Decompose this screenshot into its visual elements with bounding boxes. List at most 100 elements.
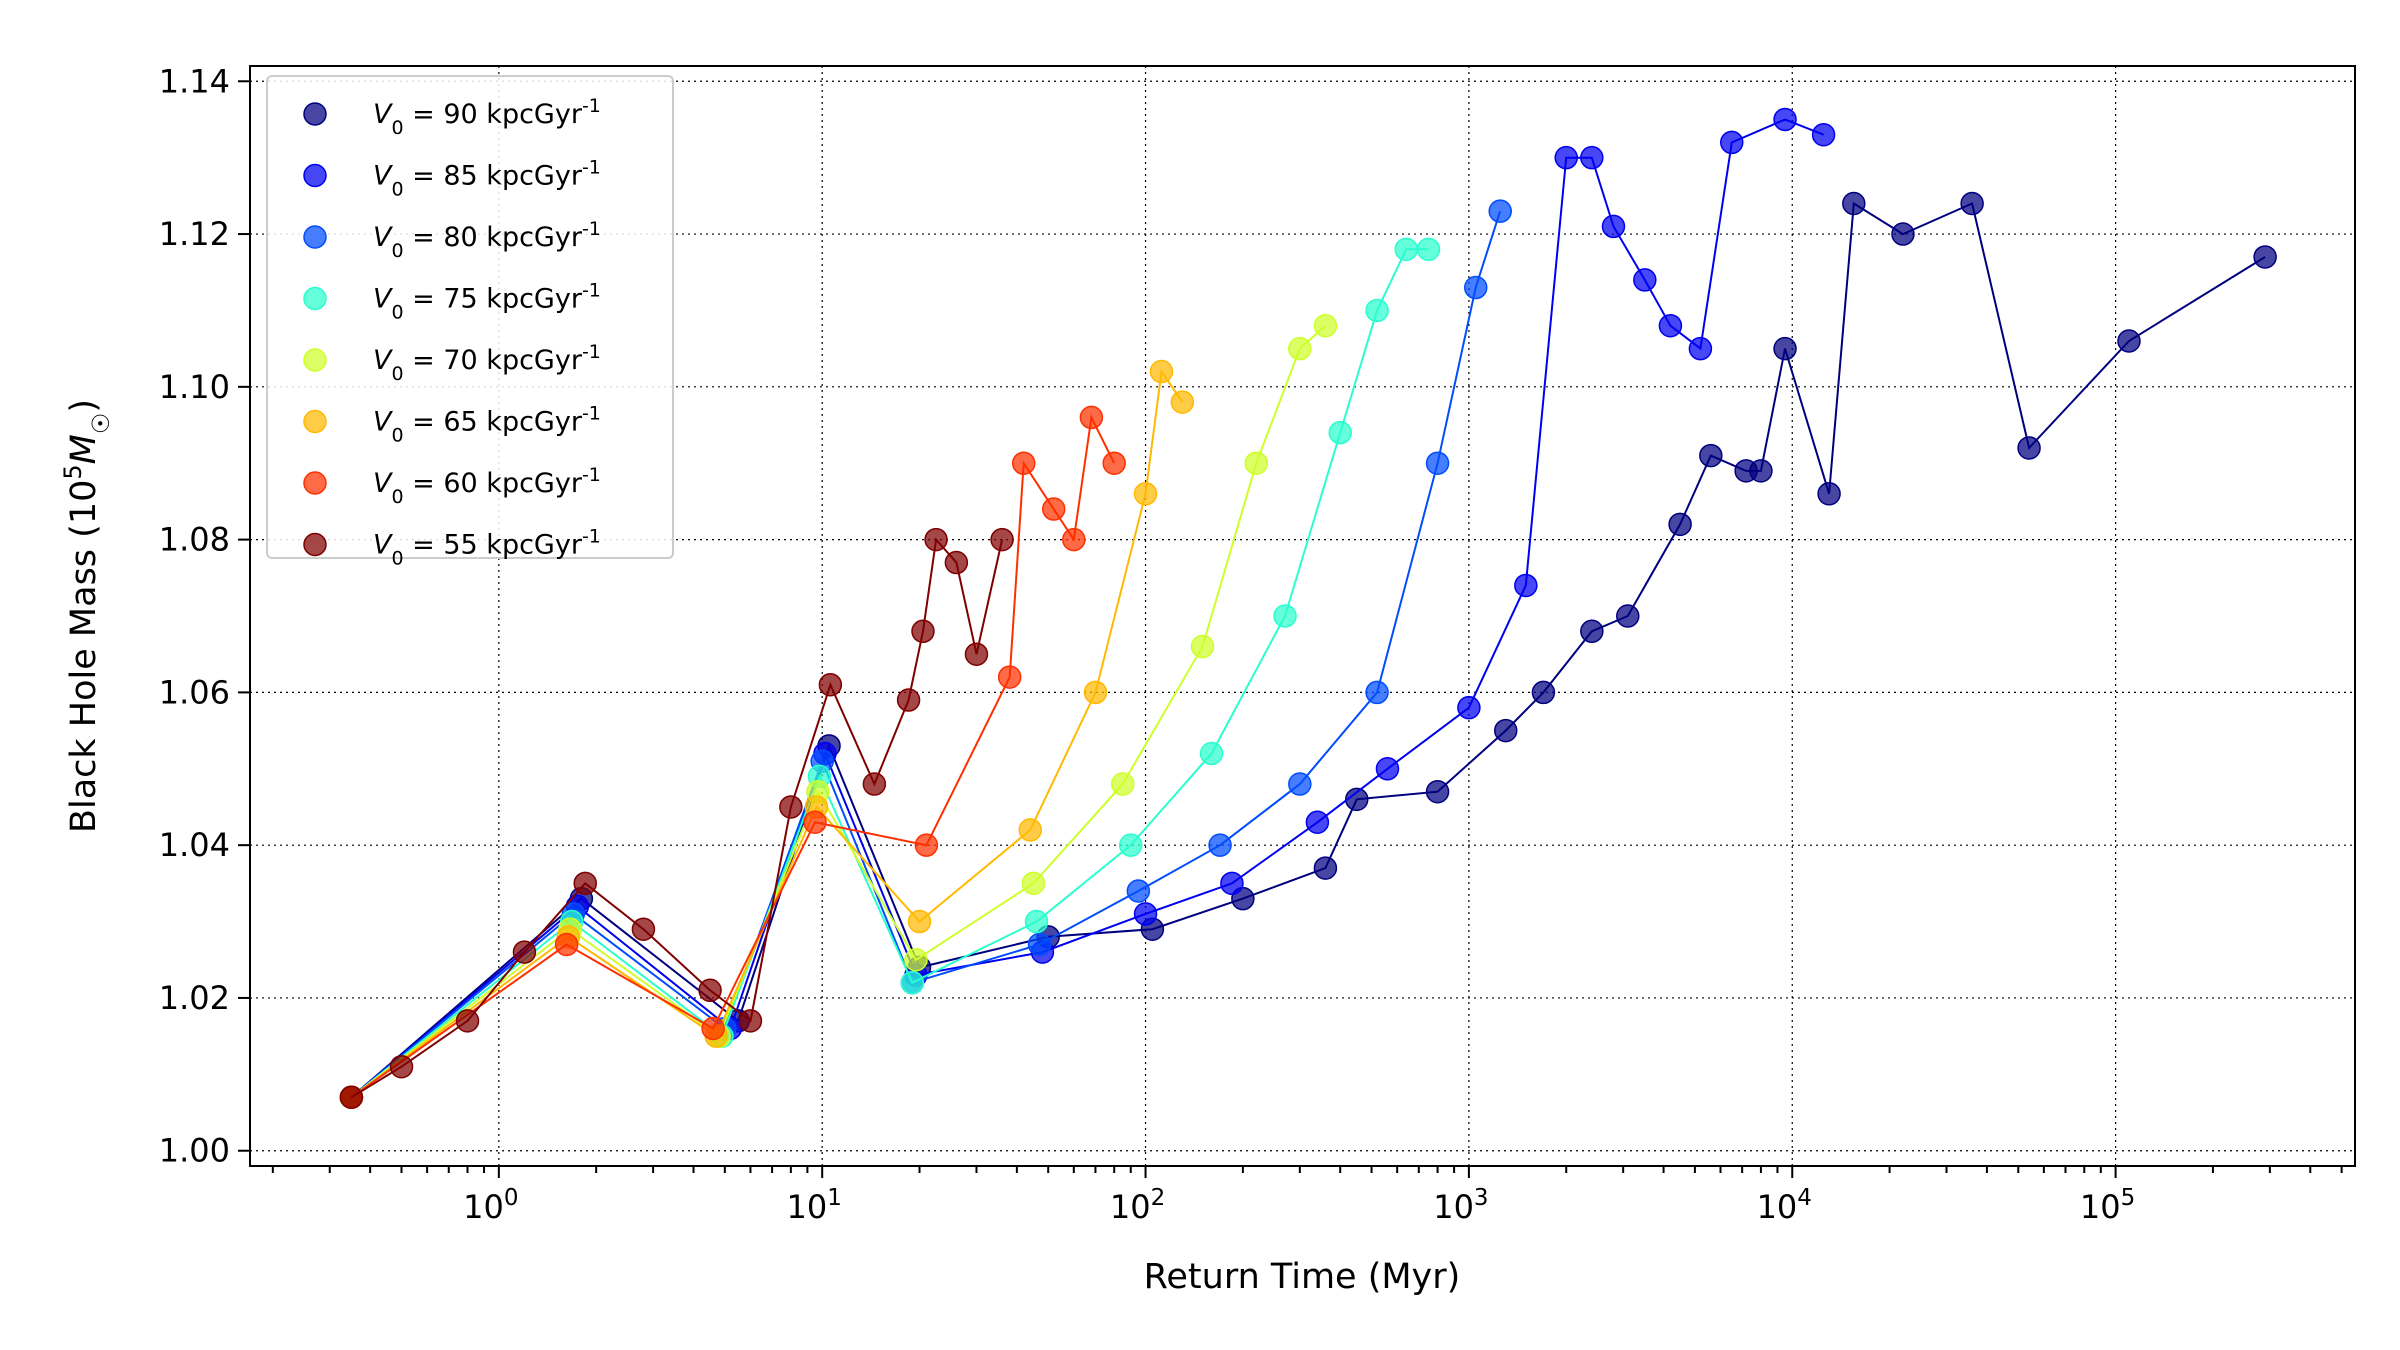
data-point (512, 940, 537, 964)
legend-marker (303, 163, 327, 188)
data-point (631, 917, 656, 941)
data-point (1811, 123, 1836, 147)
data-point (1190, 634, 1215, 659)
y-tick-label: 1.14 (159, 62, 230, 100)
legend-frame (266, 75, 674, 559)
data-point (1699, 443, 1723, 468)
data-point (818, 673, 843, 697)
data-point (1110, 772, 1135, 796)
data-point (2117, 329, 2141, 353)
data-point (455, 1009, 480, 1033)
data-point (1580, 619, 1604, 644)
x-tick-label: 100 (463, 1185, 518, 1226)
data-point (1817, 482, 1841, 506)
data-point (1394, 237, 1418, 262)
data-point (862, 772, 887, 796)
legend-marker (303, 409, 327, 434)
data-point (914, 833, 939, 857)
data-point (907, 909, 932, 934)
data-point (389, 1054, 414, 1079)
x-tick-label: 105 (2080, 1185, 2135, 1226)
data-point (1021, 871, 1046, 896)
data-point (1488, 199, 1512, 223)
data-point (924, 527, 948, 552)
data-point (738, 1009, 763, 1033)
legend-marker (303, 348, 327, 372)
data-point (944, 550, 969, 575)
series-layer (339, 107, 2277, 1109)
data-point (1024, 909, 1049, 934)
data-point (1493, 718, 1518, 743)
legend-label: V0 = 90 kpcGyr-1 (373, 95, 601, 139)
y-tick-label: 1.04 (159, 826, 230, 864)
data-point (1457, 695, 1481, 720)
data-point (1668, 512, 1692, 537)
data-point (1062, 527, 1086, 552)
data-point (1345, 787, 1369, 812)
y-tick-label: 1.08 (159, 521, 230, 559)
plot-frame (249, 65, 2356, 1167)
x-tick-label: 102 (1110, 1185, 1165, 1226)
y-axis-title-sub: ☉ (87, 413, 115, 435)
y-tick-label: 1.02 (159, 979, 230, 1017)
y-axis-title: Black Hole Mass (105M☉) (59, 399, 115, 833)
legend-label: V0 = 65 kpcGyr-1 (373, 403, 601, 447)
data-point (803, 810, 827, 834)
data-point (1273, 604, 1297, 628)
data-point (1079, 405, 1104, 430)
data-point (1601, 214, 1626, 239)
data-point (779, 795, 803, 819)
legend: V0 = 90 kpcGyr-1 V0 = 85 kpcGyr-1 V0 = 80 … (266, 75, 674, 570)
data-point (1126, 879, 1151, 903)
data-point (1365, 680, 1389, 705)
data-point (1313, 856, 1338, 880)
data-point (1288, 336, 1312, 361)
data-point (554, 932, 579, 957)
data-point (1463, 275, 1488, 300)
data-point (904, 948, 928, 972)
data-point (1220, 871, 1244, 896)
data-point (1118, 833, 1143, 857)
data-point (911, 619, 935, 644)
data-point (1313, 313, 1338, 338)
series-60 (339, 405, 1126, 1109)
legend-label: V0 = 70 kpcGyr-1 (373, 341, 601, 385)
ticks-layer: 100 101 102 103 104 105 1.00 1.02 1.04 1.06 1.08 1.… (159, 62, 2343, 1226)
data-point (1773, 107, 1797, 132)
y-tick-label: 1.10 (159, 368, 230, 406)
data-point (1554, 145, 1578, 170)
legend-label: V0 = 55 kpcGyr-1 (373, 526, 601, 570)
data-point (1288, 772, 1312, 796)
data-point (1027, 932, 1052, 957)
series-55 (339, 527, 1014, 1109)
data-point (1305, 810, 1330, 834)
legend-marker (303, 102, 327, 126)
data-point (1580, 145, 1604, 170)
data-point (1633, 268, 1657, 292)
data-point (2017, 436, 2041, 460)
data-point (698, 978, 722, 1003)
data-point (1688, 336, 1713, 361)
data-point (1244, 451, 1269, 475)
legend-label: V0 = 60 kpcGyr-1 (373, 464, 601, 508)
legend-marker (303, 286, 327, 311)
y-tick-label: 1.00 (159, 1132, 230, 1170)
data-point (1041, 497, 1066, 521)
y-tick-label: 1.12 (159, 215, 230, 253)
data-point (1425, 779, 1450, 804)
legend-label: V0 = 75 kpcGyr-1 (373, 280, 601, 324)
x-tick-label: 104 (1757, 1185, 1812, 1226)
data-point (990, 527, 1014, 552)
data-point (1749, 459, 1773, 483)
data-point (1514, 573, 1538, 598)
data-point (1208, 833, 1232, 857)
y-axis-title-unit: M (64, 434, 104, 464)
legend-label: V0 = 80 kpcGyr-1 (373, 218, 601, 262)
x-tick-label: 103 (1433, 1185, 1488, 1226)
legend-label: V0 = 85 kpcGyr-1 (373, 157, 601, 201)
legend-marker (303, 225, 327, 249)
data-point (1960, 191, 1984, 216)
data-point (1416, 237, 1441, 262)
data-point (1658, 313, 1683, 338)
data-point (1133, 482, 1158, 506)
